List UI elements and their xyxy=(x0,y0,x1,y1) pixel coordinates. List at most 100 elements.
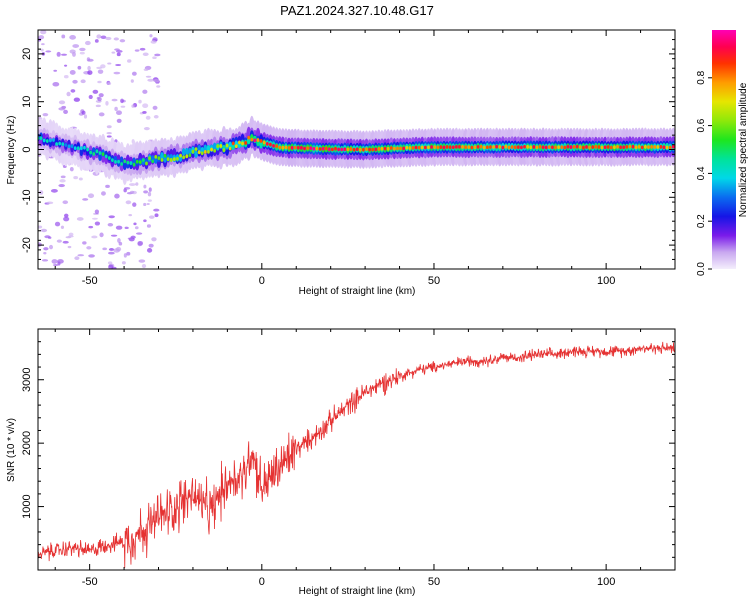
spectrogram-noise-cell xyxy=(143,202,147,207)
spectrogram-noise-cell xyxy=(147,191,152,197)
spectrogram-noise-cell xyxy=(138,259,146,263)
spectrogram-noise-cell xyxy=(46,201,54,205)
spectrogram-noise-cell xyxy=(113,37,119,41)
spectrogram-noise-cell xyxy=(120,105,126,108)
spectrogram-ridge-cell xyxy=(219,144,223,148)
spectrogram-ridge-cell xyxy=(225,143,229,148)
spectrogram-noise-cell xyxy=(63,75,69,79)
spectrogram-ridge-cell xyxy=(547,145,551,150)
spectrogram-noise-cell xyxy=(143,68,149,71)
spectrogram-noise-cell xyxy=(143,127,150,131)
spectrogram-noise-cell xyxy=(79,47,86,52)
spectrogram-ridge-cell xyxy=(52,138,55,142)
spectrogram-noise-cell xyxy=(81,110,86,115)
spectrogram-y-tick-label: 0 xyxy=(21,146,33,152)
spectrogram-ridge-cell xyxy=(622,145,626,150)
spectrogram-noise-cell xyxy=(64,64,68,67)
spectrogram-noise-cell xyxy=(57,259,64,264)
spectrogram-noise-cell xyxy=(115,110,122,116)
spectrogram-ridge-cell xyxy=(606,145,610,149)
spectrogram-ridge-cell xyxy=(358,147,362,152)
spectrogram-x-tick-label: -50 xyxy=(82,275,98,287)
spectrogram-ridge-cell xyxy=(485,145,489,150)
spectrogram-ridge-cell xyxy=(228,146,232,151)
spectrogram-ridge-cell xyxy=(89,150,93,155)
spectrogram-ridge-cell xyxy=(262,140,266,145)
spectrogram-noise-cell xyxy=(69,70,76,75)
spectrogram-noise-cell xyxy=(95,104,101,108)
spectrogram-noise-cell xyxy=(91,217,98,220)
spectrogram-ridge-cell xyxy=(321,146,325,151)
spectrogram-noise-cell xyxy=(105,36,112,41)
spectrogram-ridge-cell xyxy=(643,145,647,149)
snr-series-line xyxy=(38,341,675,568)
spectrogram-noise-cell xyxy=(117,237,121,243)
spectrogram-ridge-cell xyxy=(120,162,124,166)
spectrogram-ridge-cell xyxy=(361,147,365,152)
spectrogram-ridge-cell xyxy=(538,144,542,149)
spectrogram-ridge-cell xyxy=(365,147,368,152)
spectrogram-noise-cell xyxy=(149,215,155,219)
spectrogram-ridge-cell xyxy=(179,153,182,158)
spectrogram-noise-cell xyxy=(128,183,136,186)
spectrogram-noise-cell xyxy=(143,190,149,194)
spectrogram-noise-cell xyxy=(49,244,53,250)
spectrogram-ridge-cell xyxy=(110,158,114,163)
spectrogram-noise-cell xyxy=(88,254,95,258)
spectrogram-noise-cell xyxy=(153,79,160,83)
spectrogram-ridge-cell xyxy=(203,150,207,154)
spectrogram-ridge-cell xyxy=(284,145,288,150)
spectrogram-noise-cell xyxy=(59,179,66,183)
spectrogram-noise-cell xyxy=(147,199,152,202)
spectrogram-ridge-cell xyxy=(609,145,613,150)
snr-x-tick-label: 0 xyxy=(259,576,265,588)
spectrogram-band-cell xyxy=(212,142,217,151)
spectrogram-band-cell xyxy=(181,148,186,156)
spectrogram-ridge-cell xyxy=(300,145,303,150)
spectrogram-ridge-cell xyxy=(411,145,415,150)
spectrogram-ridge-cell xyxy=(442,145,446,150)
snr-marks xyxy=(38,341,675,568)
spectrogram-ridge-cell xyxy=(222,148,226,153)
spectrogram-ridge-cell xyxy=(355,147,359,152)
spectrogram-ridge-cell xyxy=(349,147,353,152)
spectrogram-x-tick-label: 0 xyxy=(259,275,265,287)
spectrogram-noise-cell xyxy=(97,80,102,84)
spectrogram-ridge-cell xyxy=(293,145,297,150)
spectrogram-ridge-cell xyxy=(157,156,161,161)
spectrogram-ridge-cell xyxy=(619,145,622,150)
spectrogram-ridge-cell xyxy=(448,145,452,150)
spectrogram-ridge-cell xyxy=(287,145,291,150)
spectrogram-frame xyxy=(37,29,676,270)
spectrogram-noise-cell xyxy=(137,240,144,246)
spectrogram-ridge-cell xyxy=(656,145,660,149)
spectrogram-noise-cell xyxy=(114,106,118,112)
spectrogram-noise-cell xyxy=(82,241,87,245)
spectrogram-noise-cell xyxy=(68,232,74,237)
spectrogram-noise-cell xyxy=(41,259,49,262)
spectrogram-ridge-cell xyxy=(318,147,322,151)
spectrogram-ridge-cell xyxy=(541,145,545,150)
spectrogram-ridge-cell xyxy=(265,141,269,146)
spectrogram-ridge-cell xyxy=(417,145,421,150)
spectrogram-noise-cell xyxy=(66,91,71,97)
spectrogram-y-tick-label: 10 xyxy=(21,96,33,108)
spectrogram-noise-cell xyxy=(126,251,131,256)
spectrogram-noise-cell xyxy=(50,188,58,193)
spectrogram-noise-cell xyxy=(127,237,134,240)
spectrogram-noise-cell xyxy=(40,30,47,35)
spectrogram-noise-cell xyxy=(125,200,132,205)
spectrogram-noise-cell xyxy=(58,184,65,188)
spectrogram-band-cell xyxy=(259,140,263,149)
spectrogram-noise-cell xyxy=(78,177,83,181)
spectrogram-y-tick-label: -10 xyxy=(21,189,33,205)
spectrogram-noise-cell xyxy=(76,217,84,221)
spectrogram-ridge-cell xyxy=(185,154,189,159)
spectrogram-ridge-cell xyxy=(414,145,418,150)
spectrogram-ridge-cell xyxy=(95,149,99,154)
spectrogram-ridge-cell xyxy=(48,138,52,143)
spectrogram-noise-cell xyxy=(148,243,154,248)
snr-y-tick-label: 1000 xyxy=(21,494,33,518)
spectrogram-noise-cell xyxy=(94,209,100,215)
spectrogram-band-cell xyxy=(184,147,189,156)
